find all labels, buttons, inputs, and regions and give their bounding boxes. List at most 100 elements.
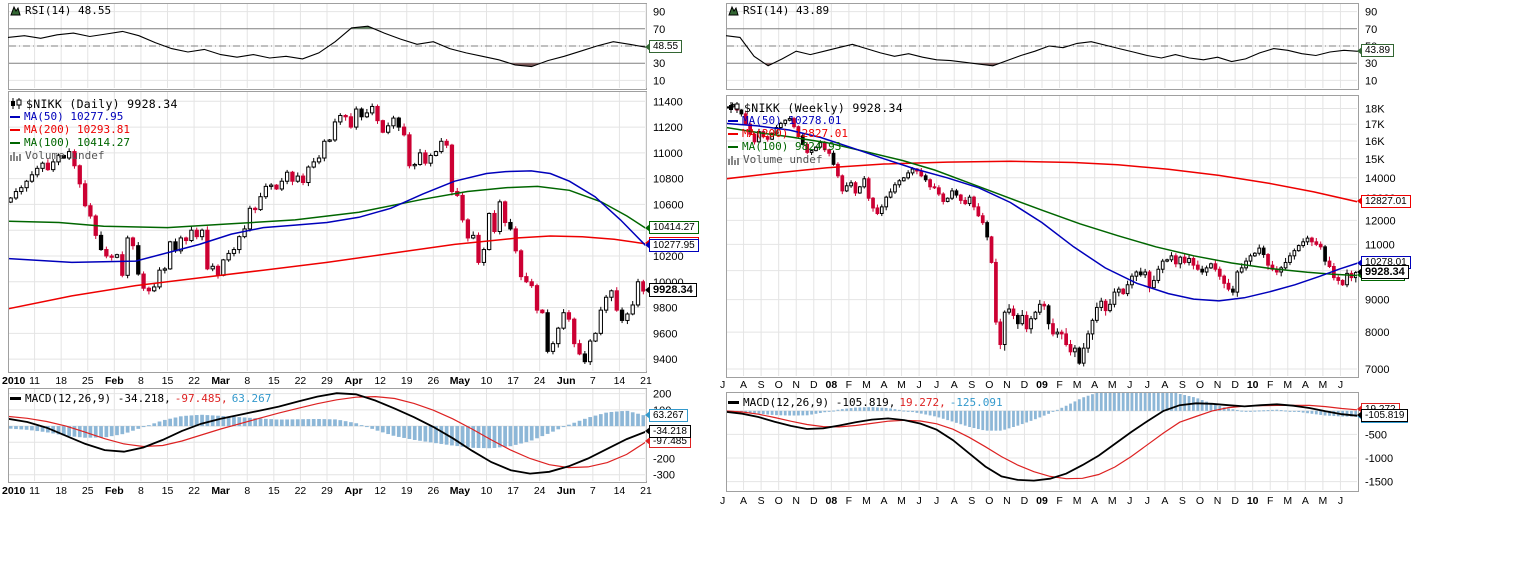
rsi-ytick: 70 bbox=[1365, 24, 1377, 36]
symbol-title: $NIKK (Weekly) 9928.34 bbox=[744, 100, 903, 115]
xtick-label: 12 bbox=[374, 375, 386, 387]
ma200-row: MA(200) 10293.81 bbox=[10, 123, 178, 136]
price-ytick: 10600 bbox=[653, 199, 684, 211]
xtick-label: 8 bbox=[138, 375, 144, 387]
xtick-label: M bbox=[862, 379, 871, 391]
macd-panel-nikk-weekly bbox=[726, 392, 1359, 492]
xtick-label: N bbox=[792, 495, 800, 507]
legend-weekly: $NIKK (Weekly) 9928.34 MA(50) 10278.01 M… bbox=[728, 101, 903, 166]
xtick-label: 29 bbox=[321, 485, 333, 497]
rsi-label: RSI(14) 43.89 bbox=[743, 4, 830, 17]
macd-label: MACD(12,26,9) -34.218, bbox=[25, 392, 171, 405]
xtick-label: 12 bbox=[374, 485, 386, 497]
xtick-label: 10 bbox=[481, 375, 493, 387]
xtick-label: 19 bbox=[401, 485, 413, 497]
xtick-label: Apr bbox=[345, 485, 363, 497]
xtick-label: 14 bbox=[614, 485, 626, 497]
xtick-label: A bbox=[880, 379, 887, 391]
price-ytick: 8000 bbox=[1365, 327, 1389, 339]
ma100-label: MA(100) 9824.93 bbox=[742, 140, 842, 153]
xtick-label: D bbox=[1021, 379, 1029, 391]
price-ytick: 11000 bbox=[653, 148, 683, 160]
ma50-swatch bbox=[728, 119, 738, 122]
xtick-label: S bbox=[758, 379, 765, 391]
price-tag: 9928.34 bbox=[1357, 264, 1409, 279]
xtick-label: F bbox=[1267, 495, 1273, 507]
xtick-label: A bbox=[740, 495, 747, 507]
price-ytick: 17K bbox=[1365, 119, 1385, 131]
xtick-label: M bbox=[897, 495, 906, 507]
xtick-label: F bbox=[1267, 379, 1273, 391]
xtick-label: M bbox=[897, 379, 906, 391]
volume-label: Volume undef bbox=[25, 149, 105, 162]
xtick-label: A bbox=[1302, 379, 1309, 391]
rsi-ytick: 30 bbox=[1365, 58, 1377, 70]
xtick-label: 8 bbox=[244, 485, 250, 497]
xtick-label: A bbox=[1091, 495, 1098, 507]
price-ytick: 14000 bbox=[1365, 173, 1396, 185]
xtick-label: N bbox=[1003, 379, 1011, 391]
xtick-label: F bbox=[846, 379, 852, 391]
xtick-label: Mar bbox=[211, 485, 230, 497]
xtick-label: D bbox=[1021, 495, 1029, 507]
xtick-label: 24 bbox=[534, 485, 546, 497]
price-ytick: 12000 bbox=[1365, 215, 1396, 227]
xtick-label: S bbox=[968, 379, 975, 391]
xtick-label: 2010 bbox=[2, 375, 26, 387]
price-ytick: 9800 bbox=[653, 303, 677, 315]
moving-averages-nikk-weekly bbox=[727, 122, 1357, 302]
xtick-label: M bbox=[1283, 379, 1292, 391]
macd-ytick: -1000 bbox=[1365, 453, 1393, 465]
xtick-label: Feb bbox=[105, 375, 124, 387]
xtick-label: A bbox=[1302, 495, 1309, 507]
xtick-label: A bbox=[951, 495, 958, 507]
macd-ytick: -300 bbox=[653, 470, 675, 482]
xtick-label: 21 bbox=[640, 485, 652, 497]
rsi-ytick: 10 bbox=[1365, 75, 1377, 87]
xtick-label: F bbox=[1056, 495, 1062, 507]
xtick-label: Feb bbox=[105, 485, 124, 497]
macd-hist-value: 63.267 bbox=[231, 392, 272, 405]
moving-averages-nikk-daily bbox=[9, 170, 645, 310]
xtick-label: 17 bbox=[507, 375, 519, 387]
xtick-label: 15 bbox=[162, 375, 174, 387]
xtick-label: 09 bbox=[1036, 495, 1048, 507]
macd-tag: 63.267 bbox=[645, 408, 688, 422]
ma200-swatch bbox=[728, 132, 738, 135]
xtick-label: A bbox=[1091, 379, 1098, 391]
xtick-label: D bbox=[1231, 495, 1239, 507]
xtick-label: May bbox=[450, 485, 471, 497]
candlestick-icon bbox=[728, 102, 740, 113]
rsi-panel-nikk-daily bbox=[7, 3, 647, 90]
area-chart-icon bbox=[728, 5, 739, 16]
macd-label: MACD(12,26,9) -105.819, bbox=[743, 396, 896, 409]
rsi-value-tag: 43.89 bbox=[1356, 44, 1395, 58]
volume-row: Volume undef bbox=[10, 149, 178, 162]
price-ytick: 9600 bbox=[653, 328, 677, 340]
xtick-label: 21 bbox=[640, 375, 652, 387]
ma100-swatch bbox=[10, 141, 20, 144]
volume-row: Volume undef bbox=[728, 153, 903, 166]
xtick-label: A bbox=[1161, 379, 1168, 391]
xtick-label: M bbox=[862, 495, 871, 507]
xtick-label: O bbox=[775, 495, 783, 507]
xtick-label: D bbox=[810, 379, 818, 391]
xtick-label: 11 bbox=[29, 375, 40, 387]
xtick-label: M bbox=[1319, 495, 1328, 507]
xtick-label: O bbox=[985, 495, 993, 507]
xtick-label: A bbox=[951, 379, 958, 391]
ma50-label: MA(50) 10277.95 bbox=[24, 110, 124, 123]
macd-line-swatch bbox=[728, 401, 739, 404]
xtick-label: 14 bbox=[614, 375, 626, 387]
legend-daily: $NIKK (Daily) 9928.34 MA(50) 10277.95 MA… bbox=[10, 97, 178, 162]
xtick-label: 19 bbox=[401, 375, 413, 387]
xtick-label: S bbox=[758, 495, 765, 507]
xtick-label: N bbox=[1214, 495, 1222, 507]
xtick-label: F bbox=[846, 495, 852, 507]
xtick-label: A bbox=[740, 379, 747, 391]
ma200-label: MA(200) 12827.01 bbox=[742, 127, 848, 140]
price-tag: 12827.01 bbox=[1357, 194, 1411, 208]
xtick-label: M bbox=[1073, 495, 1082, 507]
xtick-label: J bbox=[916, 495, 921, 507]
